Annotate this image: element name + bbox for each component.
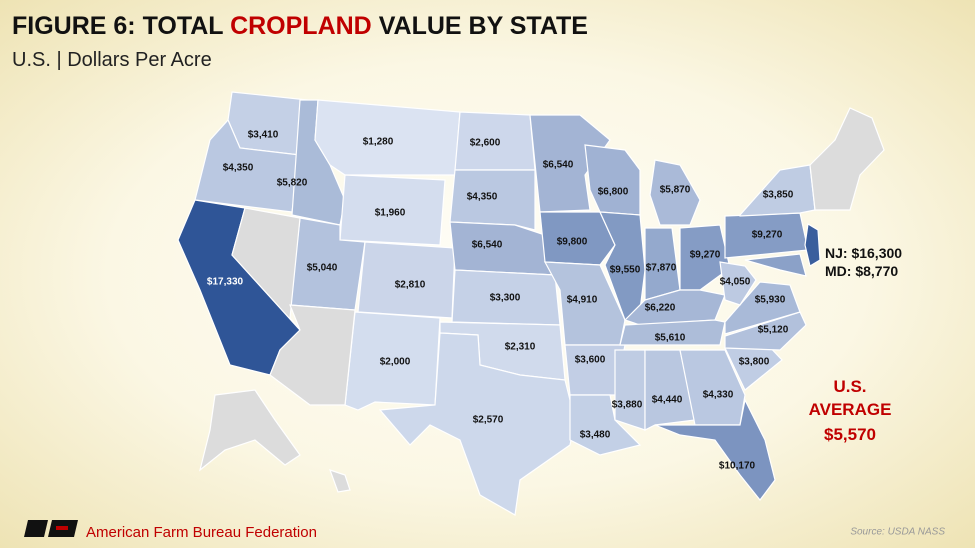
state-value-label: $4,050 bbox=[720, 277, 751, 288]
state-value-label: $2,810 bbox=[395, 280, 426, 291]
state-value-label: $5,040 bbox=[307, 263, 338, 274]
state-value-label: $9,270 bbox=[752, 230, 783, 241]
state bbox=[584, 144, 641, 216]
state bbox=[724, 281, 801, 335]
state-value-label: $3,300 bbox=[490, 293, 521, 304]
state-az bbox=[269, 304, 356, 406]
state-value-label: $2,000 bbox=[380, 357, 411, 368]
state-value-label: $2,310 bbox=[505, 342, 536, 353]
state-value-label: $3,410 bbox=[248, 130, 279, 141]
state-value-label: $17,330 bbox=[207, 277, 244, 288]
state-value-label: $3,480 bbox=[580, 430, 611, 441]
state-value-label: $5,930 bbox=[755, 295, 786, 306]
source: Source: USDA NASS bbox=[850, 527, 945, 538]
logo-mark bbox=[56, 526, 68, 530]
callout: MD: $8,770 bbox=[825, 263, 898, 279]
state-value-label: $9,550 bbox=[610, 265, 641, 276]
state bbox=[654, 398, 776, 501]
subtitle: U.S. | Dollars Per Acre bbox=[12, 49, 212, 71]
state-value-label: $1,960 bbox=[375, 208, 406, 219]
state-new-england bbox=[809, 107, 885, 211]
state bbox=[569, 394, 642, 456]
title-part: VALUE BY STATE bbox=[372, 12, 588, 40]
state-value-label: $3,800 bbox=[739, 357, 770, 368]
state-value-label: $1,280 bbox=[363, 137, 394, 148]
average-value: $5,570 bbox=[824, 425, 876, 444]
state-value-label: $4,330 bbox=[703, 390, 734, 401]
state-value-label: $4,350 bbox=[467, 192, 498, 203]
title-part: CROPLAND bbox=[230, 12, 372, 40]
state-value-label: $9,800 bbox=[557, 237, 588, 248]
title-part: FIGURE 6: TOTAL bbox=[12, 12, 230, 40]
state bbox=[804, 223, 821, 267]
state-value-label: $9,270 bbox=[690, 250, 721, 261]
state-value-label: $6,540 bbox=[472, 240, 503, 251]
state-value-label: $6,220 bbox=[645, 303, 676, 314]
state bbox=[227, 91, 309, 156]
state-value-label: $3,600 bbox=[575, 355, 606, 366]
state-value-label: $5,610 bbox=[655, 333, 686, 344]
state-value-label: $6,800 bbox=[598, 187, 629, 198]
state bbox=[619, 319, 726, 346]
state-hi bbox=[329, 469, 351, 493]
state-value-label: $4,910 bbox=[567, 295, 598, 306]
organization: American Farm Bureau Federation bbox=[86, 524, 317, 541]
logo-mark bbox=[24, 520, 48, 537]
state-value-label: $5,120 bbox=[758, 325, 789, 336]
state bbox=[378, 332, 576, 516]
state bbox=[449, 221, 556, 276]
logo bbox=[24, 520, 78, 537]
state bbox=[539, 211, 616, 266]
average-line: U.S. bbox=[833, 377, 866, 396]
states bbox=[177, 91, 821, 516]
state bbox=[339, 174, 446, 246]
state-value-label: $3,880 bbox=[612, 400, 643, 411]
state bbox=[449, 169, 536, 231]
state-value-label: $4,350 bbox=[223, 163, 254, 174]
state bbox=[649, 159, 701, 226]
state-ak bbox=[198, 389, 301, 472]
state bbox=[644, 349, 696, 431]
state-labels: $3,410 $4,350 $17,330 $5,820 $1,280 $1,960 $5,… bbox=[207, 130, 794, 472]
state bbox=[744, 253, 807, 277]
state bbox=[719, 261, 757, 306]
state-value-label: $6,540 bbox=[543, 160, 574, 171]
state-value-label: $4,440 bbox=[652, 395, 683, 406]
average-line: AVERAGE bbox=[809, 400, 892, 419]
state-value-label: $5,820 bbox=[277, 178, 308, 189]
state-value-label: $2,570 bbox=[473, 415, 504, 426]
state-value-label: $2,600 bbox=[470, 138, 501, 149]
no-data-states bbox=[198, 107, 885, 493]
state bbox=[614, 349, 646, 431]
state-value-label: $7,870 bbox=[646, 263, 677, 274]
state-value-label: $5,870 bbox=[660, 185, 691, 196]
state-value-label: $10,170 bbox=[719, 461, 756, 472]
callout: NJ: $16,300 bbox=[825, 245, 902, 261]
state-value-label: $3,850 bbox=[763, 190, 794, 201]
state-nv bbox=[231, 207, 301, 331]
state bbox=[679, 224, 731, 291]
title: FIGURE 6: TOTAL CROPLAND VALUE BY STATE bbox=[12, 12, 588, 40]
